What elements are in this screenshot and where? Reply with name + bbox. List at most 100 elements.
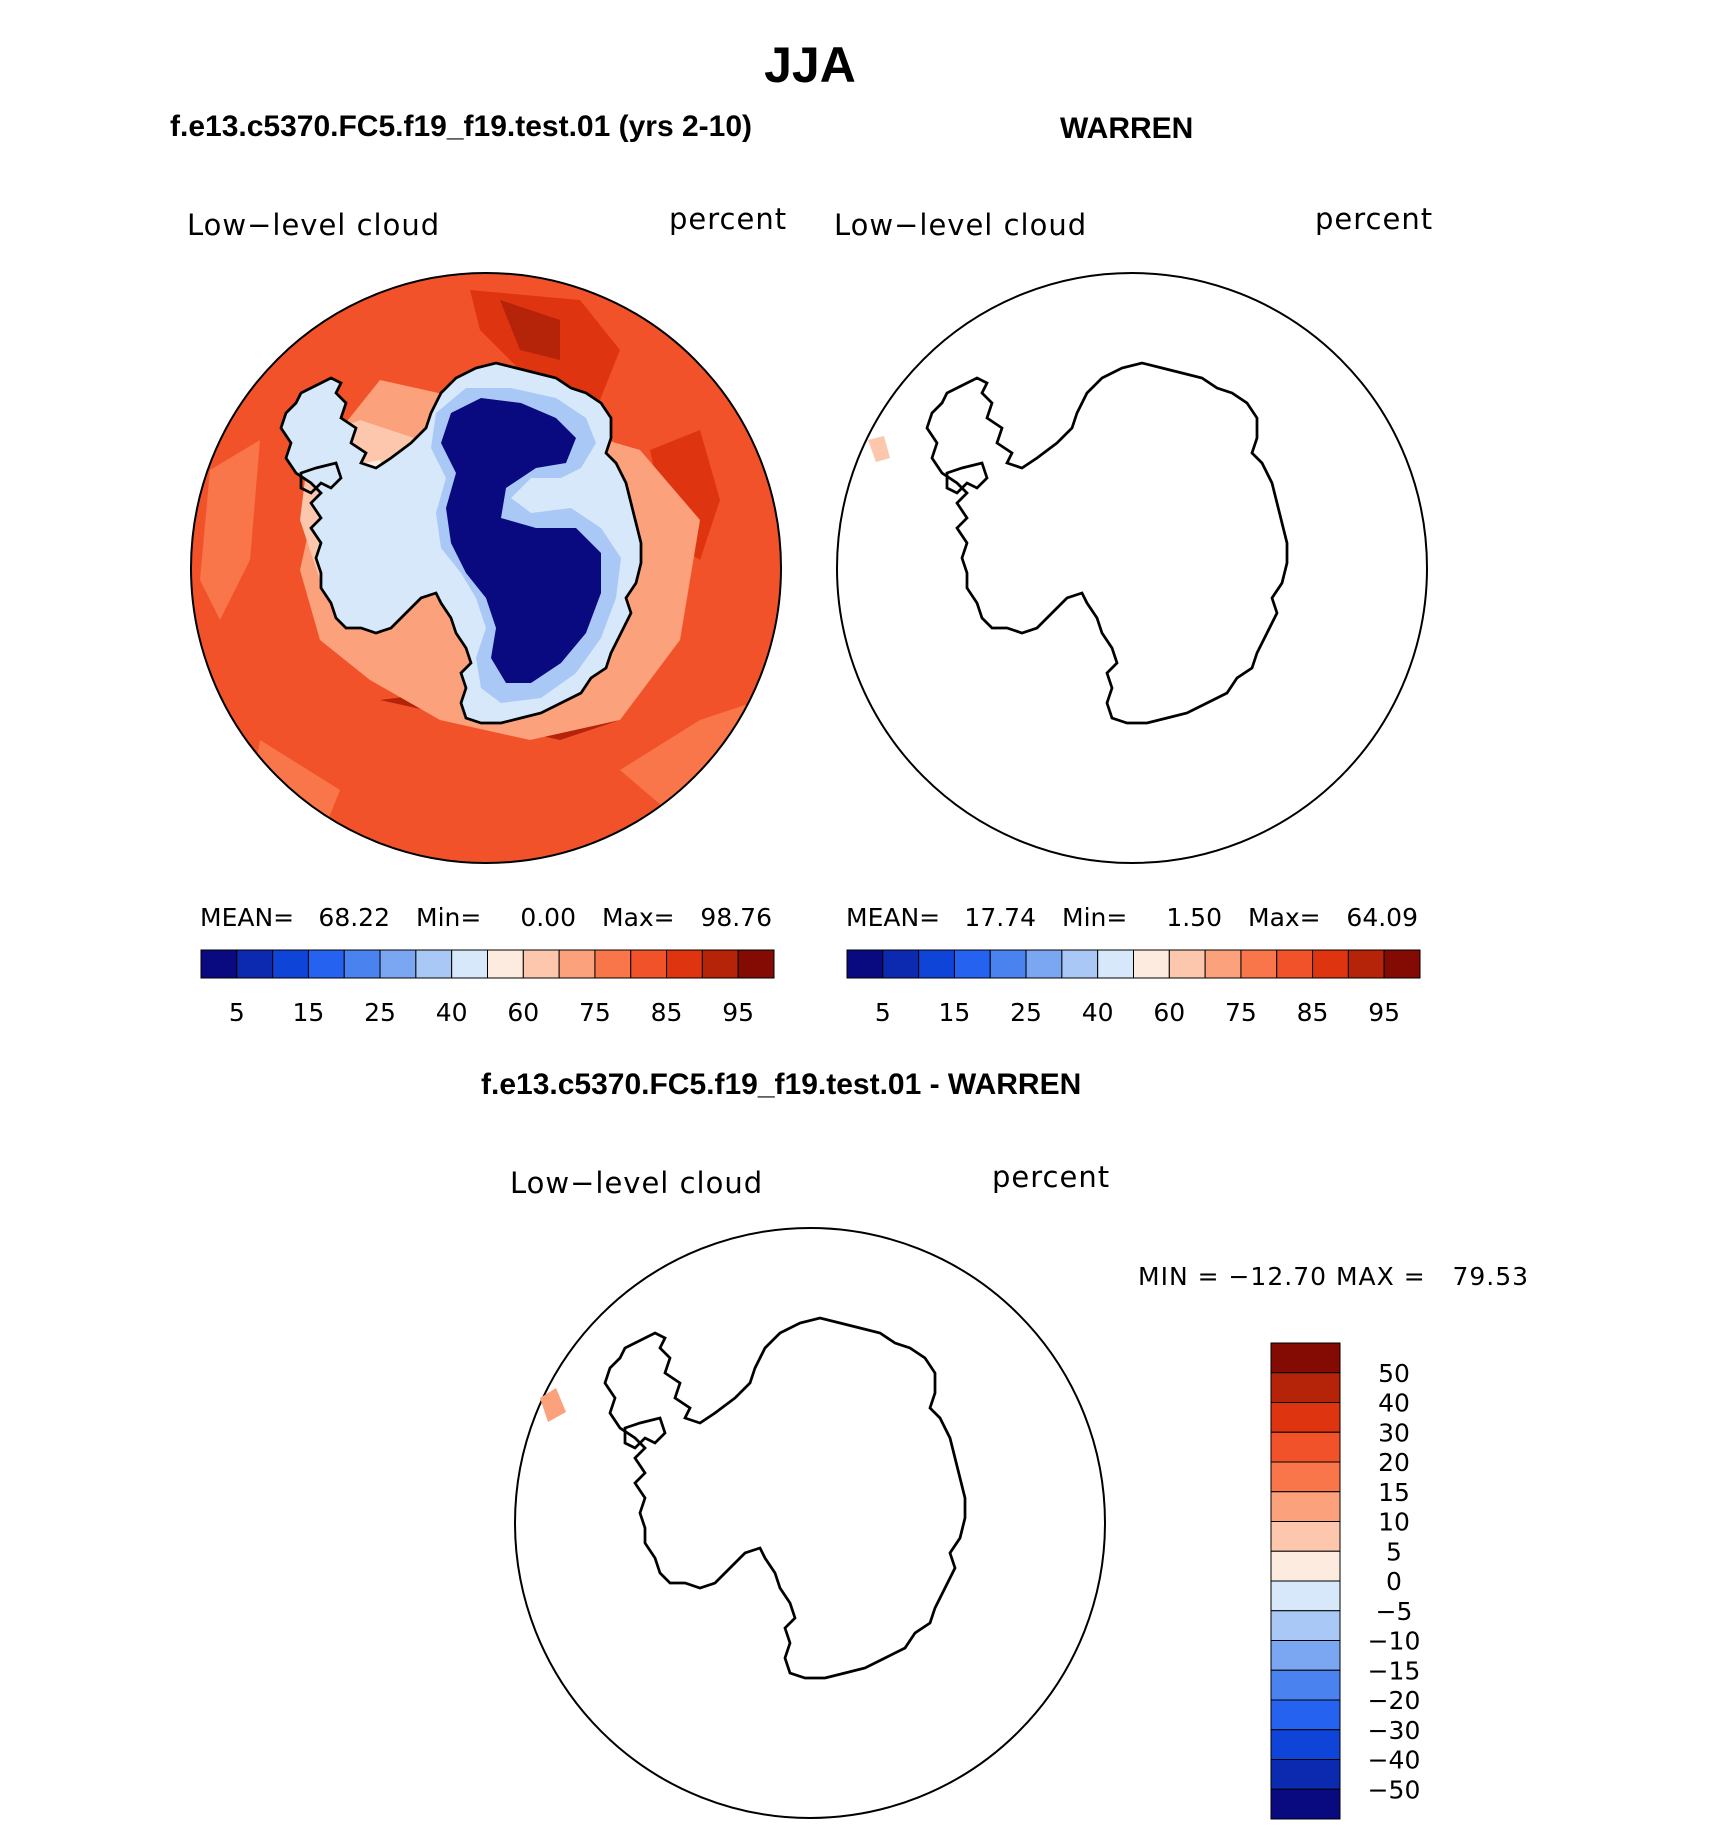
- colorbar-tick-label: 40: [436, 998, 468, 1027]
- map-boundary-circle: [836, 272, 1428, 864]
- colorbar-box: [846, 949, 884, 979]
- figure-title: JJA: [764, 37, 856, 93]
- colorbar-box: [343, 949, 381, 979]
- colorbar-tick-label: 25: [1010, 998, 1042, 1027]
- max-label: Max=: [1248, 903, 1321, 932]
- colorbar-box: [594, 949, 632, 979]
- panel-1-map: [190, 272, 782, 864]
- ice-shelf-outline: [299, 461, 343, 495]
- colorbar-box: [1270, 1342, 1341, 1374]
- mean-value: 17.74: [964, 903, 1036, 932]
- colorbar-tick-label: 95: [722, 998, 754, 1027]
- colorbar-box: [272, 949, 309, 979]
- colorbar-tick-label: 5: [875, 998, 891, 1027]
- antarctica-coastline: [279, 361, 643, 725]
- colorbar-tick-label: 85: [651, 998, 683, 1027]
- diff-map: [514, 1227, 1106, 1819]
- colorbar-box: [1270, 1491, 1341, 1522]
- panel-1-colorbar: 5 15 25 40 60 75 85 95: [200, 949, 775, 1027]
- colorbar-box: [1270, 1431, 1341, 1463]
- panel-2-stats: MEAN= 17.74 Min= 1.50 Max= 64.09: [846, 903, 1418, 932]
- colorbar-tick-label: 40: [1082, 998, 1114, 1027]
- colorbar-box: [307, 949, 345, 979]
- colorbar-box: [1270, 1372, 1341, 1403]
- colorbar-tick-label: 0: [1386, 1567, 1402, 1596]
- min-label: Min=: [1062, 903, 1127, 932]
- colorbar-box: [666, 949, 703, 979]
- colorbar-tick-label: 30: [1378, 1418, 1410, 1447]
- colorbar-box: [1270, 1788, 1341, 1820]
- colorbar-box: [1270, 1550, 1341, 1582]
- colorbar-box: [1383, 949, 1421, 979]
- colorbar-box: [379, 949, 417, 979]
- colorbar-box: [236, 949, 274, 979]
- colorbar-tick-label: 15: [293, 998, 325, 1027]
- panel-1-units-label: percent: [669, 202, 788, 236]
- colorbar-box: [1061, 949, 1099, 979]
- colorbar-tick-label: 75: [1225, 998, 1257, 1027]
- panel-2-map: [836, 272, 1428, 864]
- colorbar-tick-label: 85: [1297, 998, 1329, 1027]
- anomaly-patch: [540, 1388, 566, 1422]
- colorbar-tick-label: 15: [1378, 1478, 1410, 1507]
- colorbar-tick-label: 10: [1378, 1508, 1410, 1537]
- colorbar-box: [1168, 949, 1206, 979]
- moderate-cloud-region: [200, 440, 260, 620]
- colorbar-tick-label: 50: [1378, 1359, 1410, 1388]
- diff-variable-label: Low−level cloud: [510, 1166, 764, 1200]
- colorbar-tick-label: 5: [1386, 1537, 1402, 1566]
- colorbar-tick-label: 60: [507, 998, 539, 1027]
- colorbar-box: [1204, 949, 1242, 979]
- mean-value: 68.22: [318, 903, 390, 932]
- max-label: Max=: [602, 903, 675, 932]
- panel-1-case-title: f.e13.c5370.FC5.f19_f19.test.01 (yrs 2-1…: [170, 110, 753, 143]
- colorbar-box: [1270, 1610, 1341, 1641]
- colorbar-box: [451, 949, 488, 979]
- map-boundary-circle: [190, 272, 782, 864]
- colorbar-box: [1270, 1402, 1341, 1433]
- min-label: Min=: [416, 903, 481, 932]
- colorbar-tick-label: 60: [1153, 998, 1185, 1027]
- diff-units-label: percent: [992, 1160, 1111, 1194]
- colorbar-tick-label: −10: [1368, 1627, 1421, 1656]
- anomaly-patch: [868, 436, 890, 462]
- colorbar-box: [200, 949, 238, 979]
- colorbar-box: [1270, 1699, 1341, 1731]
- colorbar-box: [953, 949, 991, 979]
- colorbar-tick-label: 5: [229, 998, 245, 1027]
- colorbar-tick-label: −40: [1368, 1746, 1421, 1775]
- colorbar-box: [1270, 1640, 1341, 1671]
- colorbar-box: [918, 949, 955, 979]
- colorbar-tick-label: −30: [1368, 1716, 1421, 1745]
- colorbar-tick-label: 15: [939, 998, 971, 1027]
- colorbar-box: [1270, 1669, 1341, 1701]
- colorbar-box: [487, 949, 524, 979]
- min-value: 1.50: [1166, 903, 1222, 932]
- colorbar-tick-label: −50: [1368, 1775, 1421, 1804]
- panel-2-units-label: percent: [1315, 202, 1434, 236]
- colorbar-box: [1270, 1759, 1341, 1790]
- colorbar-box: [1270, 1580, 1341, 1612]
- colorbar-box: [701, 949, 739, 979]
- diff-case-title: f.e13.c5370.FC5.f19_f19.test.01 - WARREN: [481, 1068, 1082, 1101]
- colorbar-box: [1025, 949, 1063, 979]
- max-value: 64.09: [1346, 903, 1418, 932]
- antarctica-outline: [925, 361, 1289, 725]
- colorbar-box: [1270, 1461, 1341, 1493]
- colorbar-box: [989, 949, 1027, 979]
- colorbar-box: [415, 949, 453, 979]
- map-boundary-circle: [514, 1227, 1106, 1819]
- colorbar-box: [1312, 949, 1349, 979]
- min-value: 0.00: [520, 903, 576, 932]
- colorbar-box: [1276, 949, 1314, 979]
- colorbar-box: [1240, 949, 1278, 979]
- colorbar-box: [1347, 949, 1385, 979]
- panel-1-stats: MEAN= 68.22 Min= 0.00 Max= 98.76: [200, 903, 772, 932]
- colorbar-box: [882, 949, 920, 979]
- panel-2-colorbar: 5 15 25 40 60 75 85 95: [846, 949, 1421, 1027]
- panel-1-variable-label: Low−level cloud: [187, 208, 441, 242]
- colorbar-tick-label: −5: [1376, 1597, 1413, 1626]
- colorbar-box: [1097, 949, 1134, 979]
